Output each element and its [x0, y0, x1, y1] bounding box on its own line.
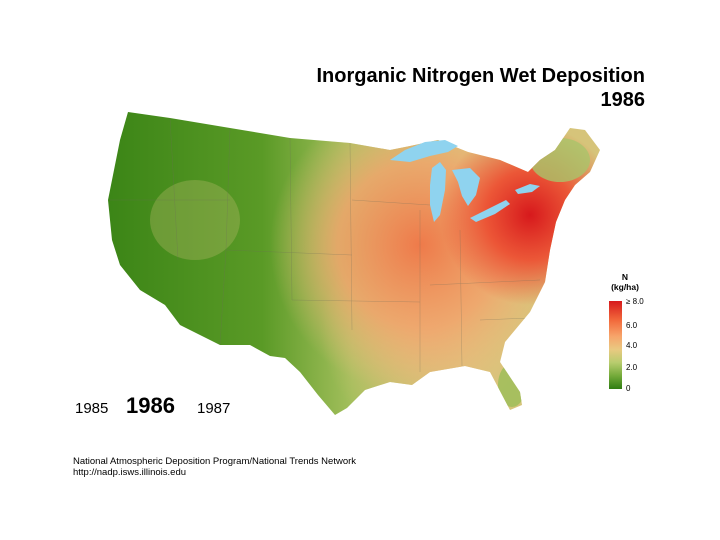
year-prev-link[interactable]: 1985	[75, 400, 109, 417]
source-line-1: National Atmospheric Deposition Program/…	[73, 456, 357, 467]
year-current: 1986	[126, 393, 175, 418]
lake-huron	[452, 168, 480, 206]
legend-color-bar	[609, 301, 622, 389]
legend-tick-max: ≥ 8.0	[626, 297, 644, 306]
title-line-2: 1986	[600, 89, 646, 111]
title-line-1: Inorganic Nitrogen Wet Deposition	[316, 65, 645, 87]
legend-tick-0: 0	[626, 384, 631, 393]
lake-erie	[470, 200, 510, 222]
year-next-link[interactable]: 1987	[197, 400, 231, 417]
source-credit: National Atmospheric Deposition Program/…	[73, 456, 356, 478]
deposition-field	[108, 112, 600, 415]
legend-tick-4: 4.0	[626, 341, 638, 350]
lake-michigan	[430, 162, 446, 222]
map-title: Inorganic Nitrogen Wet Deposition 1986	[316, 64, 645, 112]
legend-title-line-2: (kg/ha)	[611, 282, 639, 292]
legend-title-line-1: N	[621, 272, 629, 282]
source-url[interactable]: http://nadp.isws.illinois.edu	[73, 467, 187, 478]
lake-superior	[390, 140, 458, 162]
legend-title: N (kg/ha)	[610, 272, 640, 292]
legend-tick-2: 2.0	[626, 363, 638, 372]
lake-ontario	[515, 184, 540, 194]
legend-tick-6: 6.0	[626, 321, 638, 330]
great-lakes	[390, 140, 540, 222]
